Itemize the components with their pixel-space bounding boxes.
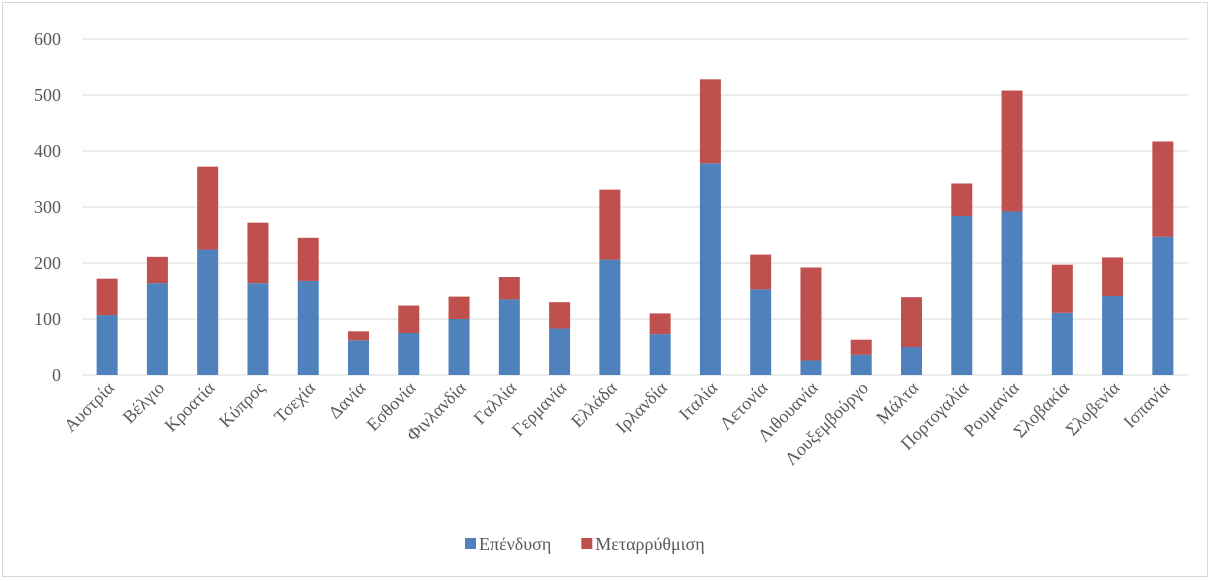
bar-investment-7	[448, 319, 470, 375]
bar-investment-1	[146, 283, 168, 375]
y-tick-label: 0	[52, 365, 61, 385]
bar-investment-0	[96, 315, 118, 375]
x-category-label: Σλοβακία	[1009, 377, 1073, 441]
x-category-label: Βέλγιο	[119, 378, 169, 428]
bar-investment-10	[599, 259, 621, 375]
bar-reform-9	[549, 302, 571, 329]
legend-label-reform: Μεταρρύθμιση	[595, 534, 704, 554]
bar-reform-18	[1001, 90, 1023, 212]
bar-investment-17	[951, 215, 973, 375]
bar-reform-5	[348, 331, 369, 341]
bar-reform-12	[699, 79, 721, 164]
bar-investment-4	[297, 280, 319, 375]
bar-investment-5	[348, 340, 369, 375]
bar-investment-14	[800, 360, 822, 375]
bars	[96, 79, 1174, 375]
y-tick-label: 600	[34, 29, 61, 49]
bar-reform-15	[850, 339, 872, 355]
bar-reform-13	[750, 254, 772, 290]
bar-reform-0	[96, 278, 118, 316]
x-category-label: Γερμανία	[508, 377, 571, 440]
x-category-label: Τσεχία	[270, 377, 319, 426]
x-category-label: Αυστρία	[60, 377, 118, 435]
bar-reform-20	[1102, 257, 1124, 297]
y-tick-label: 100	[34, 309, 61, 329]
bar-reform-16	[901, 297, 922, 347]
x-category-label: Ιρλανδία	[612, 377, 672, 437]
bar-investment-2	[197, 249, 219, 375]
bar-reform-1	[146, 256, 168, 284]
legend-swatch-investment	[465, 538, 476, 549]
bar-reform-10	[599, 189, 621, 260]
legend-label-investment: Επένδυση	[479, 534, 551, 554]
y-tick-label: 300	[34, 197, 61, 217]
bar-reform-8	[498, 277, 520, 300]
bar-investment-6	[398, 333, 420, 375]
bar-reform-21	[1152, 141, 1174, 237]
legend: Επένδυση Μεταρρύθμιση	[465, 534, 705, 554]
bar-reform-3	[247, 222, 269, 284]
x-category-label: Ισπανία	[1119, 377, 1174, 432]
y-tick-label: 500	[34, 85, 61, 105]
bar-investment-16	[901, 347, 922, 375]
x-category-label: Κύπρος	[215, 378, 269, 432]
bar-investment-12	[699, 163, 721, 375]
bar-investment-20	[1102, 296, 1124, 375]
bar-investment-11	[649, 334, 671, 375]
bar-reform-11	[649, 313, 671, 335]
y-axis-tick-labels: 0 100 200 300 400 500 600	[34, 29, 61, 385]
bar-reform-19	[1051, 264, 1073, 313]
bar-reform-4	[297, 237, 319, 281]
legend-swatch-reform	[581, 538, 593, 549]
bar-investment-8	[498, 299, 520, 375]
bar-investment-21	[1152, 236, 1174, 375]
y-tick-label: 400	[34, 141, 61, 161]
bar-reform-17	[951, 183, 973, 216]
bar-reform-6	[398, 305, 420, 333]
bar-reform-7	[448, 296, 470, 319]
bar-investment-3	[247, 283, 269, 375]
x-category-label: Ιταλία	[675, 377, 722, 424]
bar-reform-2	[197, 166, 219, 250]
x-category-label: Κροατία	[161, 377, 219, 435]
bar-investment-19	[1051, 312, 1073, 375]
stacked-bar-chart: 0 100 200 300 400 500 600 Αυστρία ΒέλγιοΚροατία…	[34, 29, 1188, 554]
bar-investment-13	[750, 289, 772, 375]
bar-investment-9	[549, 328, 571, 375]
y-tick-label: 200	[34, 253, 61, 273]
bar-investment-15	[850, 354, 872, 375]
bar-reform-14	[800, 267, 822, 361]
x-category-label: Δανία	[324, 377, 369, 422]
bar-investment-18	[1001, 211, 1023, 375]
x-category-label: Σλοβενία	[1062, 377, 1124, 439]
